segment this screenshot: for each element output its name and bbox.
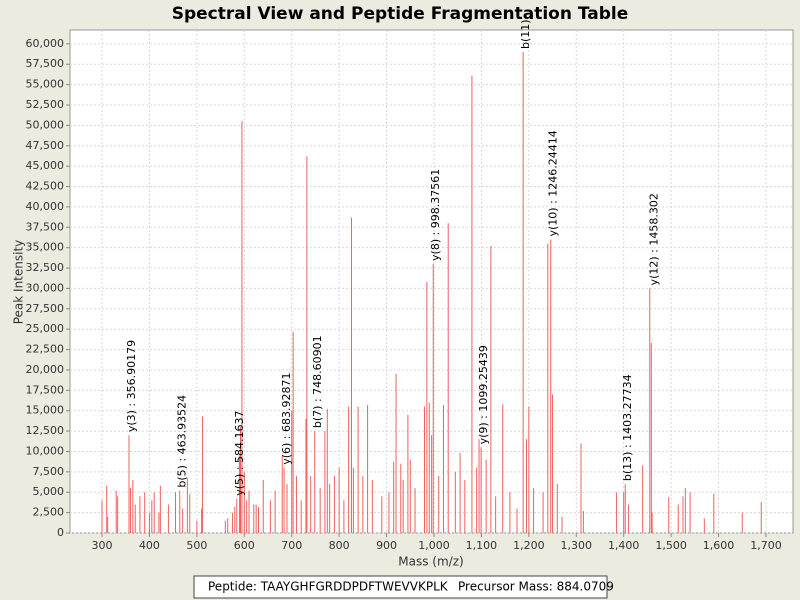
peak-annotation: b(7) : 748.60901 [311, 335, 324, 428]
x-tick-label: 800 [329, 539, 350, 552]
peak-annotation: b(5) : 463.93524 [176, 395, 189, 488]
y-tick-label: 35,000 [26, 241, 65, 254]
precursor: Precursor Mass: 884.0709 [458, 580, 614, 594]
x-tick-label: 1,400 [608, 539, 640, 552]
y-tick-label: 27,500 [26, 302, 65, 315]
y-tick-label: 37,500 [26, 220, 65, 233]
y-tick-label: 25,000 [26, 322, 65, 335]
x-tick-label: 1,300 [561, 539, 593, 552]
peak-annotation: y(6) : 683.92871 [280, 372, 293, 464]
x-tick-label: 500 [186, 539, 207, 552]
peptide: Peptide: TAAYGHFGRDDPDFTWEVVKPLK [208, 580, 449, 594]
x-axis-label: Mass (m/z) [398, 555, 463, 569]
y-tick-label: 5,000 [33, 485, 65, 498]
x-tick-label: 1,700 [750, 539, 782, 552]
peak-annotation: y(8) : 998.37561 [429, 169, 442, 261]
y-tick-label: 20,000 [26, 363, 65, 376]
footer-box [193, 575, 608, 599]
y-tick-label: 32,500 [26, 261, 65, 274]
peak-annotation: b(11) [519, 19, 532, 49]
peak-annotation: y(5) : 584.1637 [233, 410, 246, 495]
y-tick-label: 7,500 [33, 465, 65, 478]
peak-annotation: y(9) : 1099.25439 [477, 345, 490, 444]
peak-annotation: b(13) : 1403.27734 [621, 374, 634, 481]
y-axis-label: Peak Intensity [12, 240, 26, 325]
x-tick-label: 1,600 [703, 539, 735, 552]
y-tick-label: 0 [57, 526, 64, 539]
peak-annotation: y(3) : 356.90179 [125, 340, 138, 432]
peak-annotation: y(12) : 1458.302 [647, 193, 660, 285]
x-tick-label: 600 [234, 539, 255, 552]
y-tick-label: 17,500 [26, 383, 65, 396]
y-tick-label: 12,500 [26, 424, 65, 437]
y-tick-label: 15,000 [26, 404, 65, 417]
chart-title: Spectral View and Peptide Fragmentation … [172, 4, 629, 24]
y-tick-label: 47,500 [26, 139, 65, 152]
y-tick-label: 10,000 [26, 444, 65, 457]
y-tick-label: 52,500 [26, 98, 65, 111]
x-tick-label: 1,100 [466, 539, 498, 552]
peak-annotation: y(10) : 1246.24414 [547, 130, 560, 236]
x-tick-label: 300 [92, 539, 113, 552]
y-tick-label: 50,000 [26, 118, 65, 131]
x-tick-label: 1,200 [513, 539, 545, 552]
x-tick-label: 900 [376, 539, 397, 552]
y-tick-label: 30,000 [26, 281, 65, 294]
y-tick-label: 60,000 [26, 37, 65, 50]
y-tick-label: 22,500 [26, 343, 65, 356]
y-tick-label: 55,000 [26, 78, 65, 91]
x-tick-label: 1,000 [418, 539, 450, 552]
y-tick-label: 40,000 [26, 200, 65, 213]
x-tick-label: 700 [281, 539, 302, 552]
y-tick-label: 57,500 [26, 57, 65, 70]
y-tick-label: 42,500 [26, 180, 65, 193]
x-tick-label: 1,500 [655, 539, 687, 552]
x-tick-label: 400 [139, 539, 160, 552]
y-tick-label: 45,000 [26, 159, 65, 172]
y-tick-label: 2,500 [33, 506, 65, 519]
